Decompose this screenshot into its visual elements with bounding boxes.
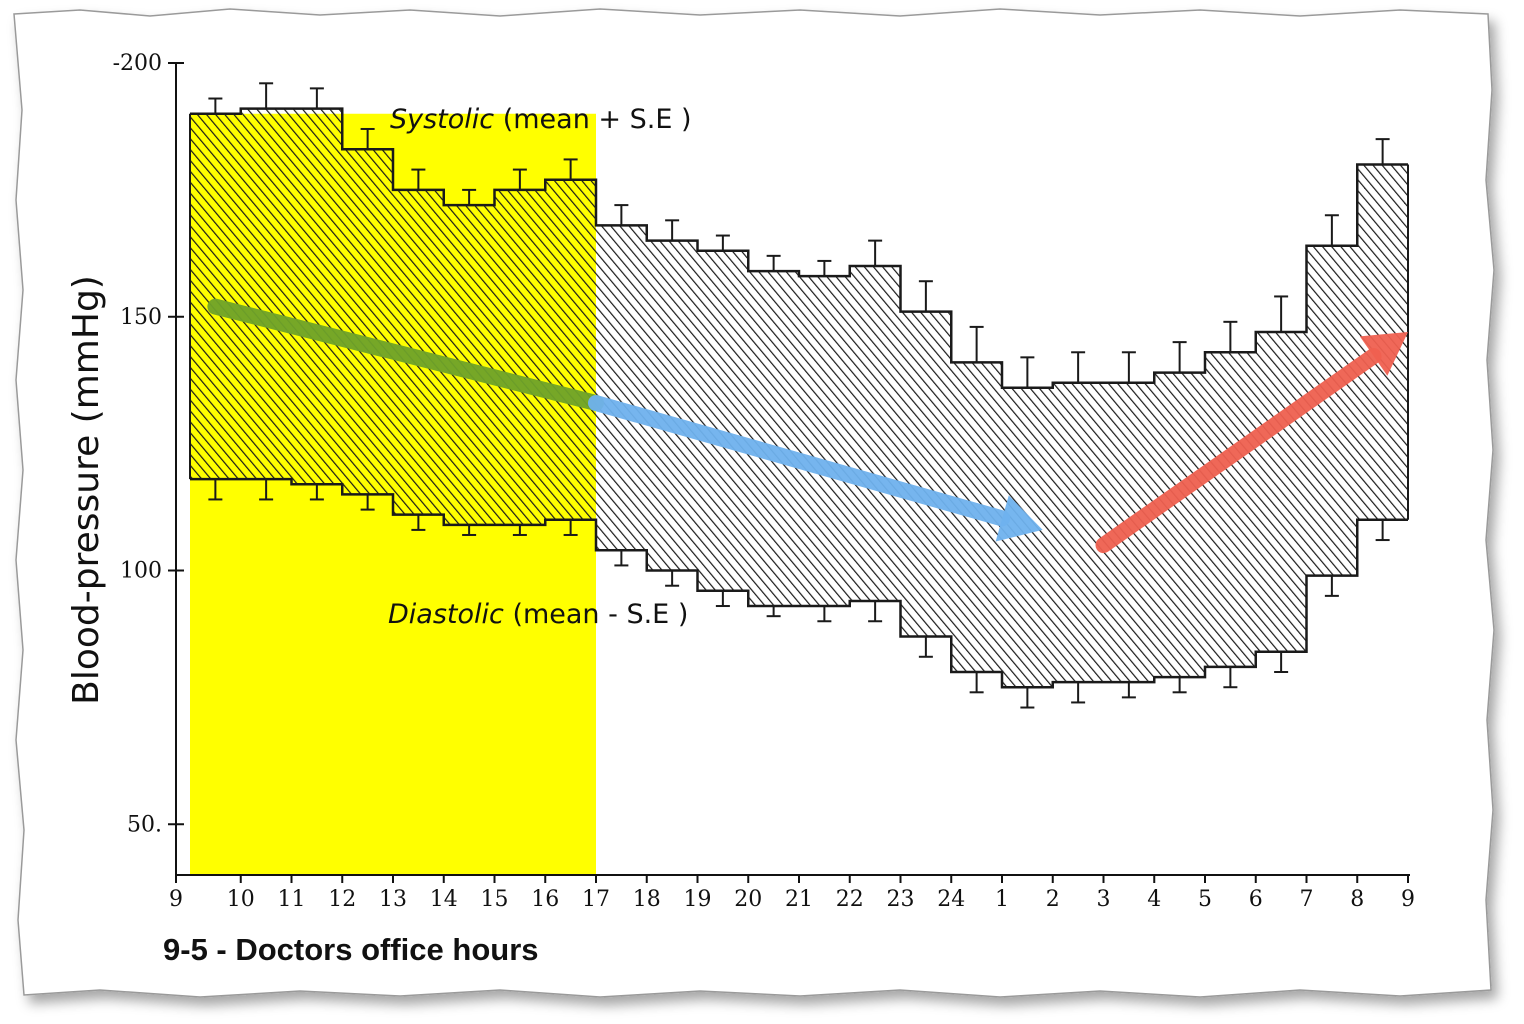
- x-tick-label: 17: [582, 887, 610, 912]
- night-rise-arrow-shaft: [1095, 348, 1382, 554]
- x-tick-label: 13: [379, 887, 407, 912]
- y-axis-label: Blood-pressure (mmHg): [66, 275, 107, 705]
- x-tick-label: 22: [836, 887, 864, 912]
- x-tick-label: 6: [1249, 887, 1263, 912]
- x-tick-label: 23: [887, 887, 915, 912]
- y-tick-label: -200: [113, 51, 162, 76]
- x-tick-label: 14: [430, 887, 458, 912]
- systolic-annotation: Systolic (mean + S.E ): [390, 104, 692, 135]
- evening-decline-arrow-shaft: [588, 395, 1011, 527]
- x-tick-label: 8: [1350, 887, 1364, 912]
- y-tick-label: 100: [120, 559, 162, 584]
- y-tick-label: 50.: [127, 812, 162, 837]
- x-tick-label: 5: [1198, 887, 1212, 912]
- systolic-annotation-qualifier: (mean + S.E ): [494, 104, 691, 135]
- diastolic-annotation-name: Diastolic: [388, 599, 504, 630]
- x-tick-label: 2: [1046, 887, 1060, 912]
- x-tick-label: 19: [684, 887, 712, 912]
- x-tick-label: 9: [1401, 887, 1415, 912]
- morning-decline-arrow-shaft: [207, 298, 604, 412]
- systolic-annotation-name: Systolic: [390, 104, 494, 135]
- x-tick-label: 16: [531, 887, 559, 912]
- diastolic-annotation: Diastolic (mean - S.E ): [388, 599, 688, 630]
- x-tick-label: 10: [227, 887, 255, 912]
- x-tick-label: 24: [937, 887, 965, 912]
- x-tick-label: 21: [785, 887, 813, 912]
- x-tick-label: 15: [481, 887, 509, 912]
- x-tick-label: 20: [734, 887, 762, 912]
- y-tick-label: 150: [120, 305, 162, 330]
- office-hours-caption: 9-5 - Doctors office hours: [163, 932, 539, 967]
- x-tick-label: 18: [633, 887, 661, 912]
- x-tick-label: 3: [1097, 887, 1111, 912]
- x-tick-label: 4: [1147, 887, 1161, 912]
- diastolic-annotation-qualifier: (mean - S.E ): [504, 599, 689, 630]
- x-tick-label: 7: [1300, 887, 1314, 912]
- x-tick-label: 1: [995, 887, 1009, 912]
- x-tick-label: 9: [169, 887, 183, 912]
- x-tick-label: 11: [278, 887, 306, 912]
- night-rise-arrow-head: [1359, 331, 1408, 376]
- x-tick-label: 12: [328, 887, 356, 912]
- evening-decline-arrow-head: [995, 495, 1043, 542]
